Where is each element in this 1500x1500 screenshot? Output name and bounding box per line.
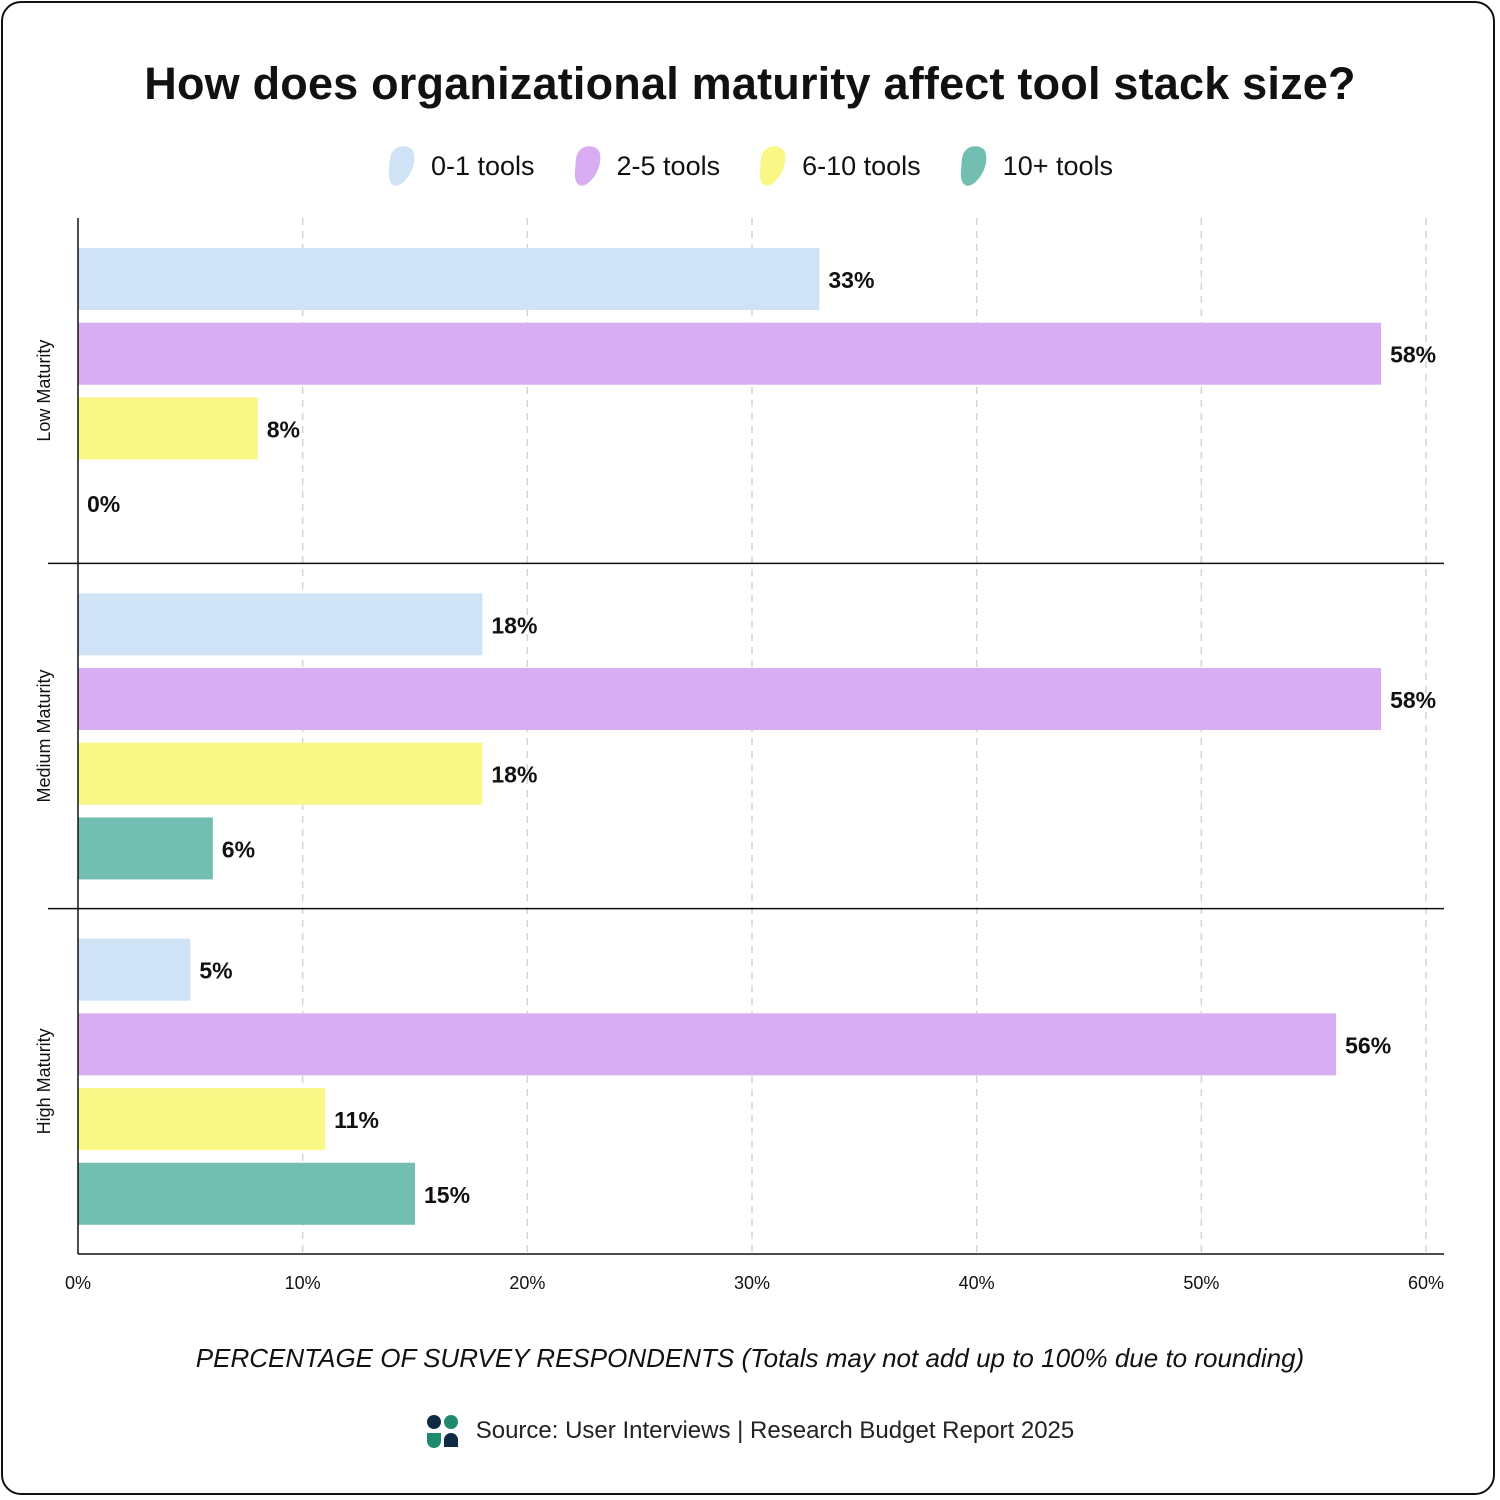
legend-swatch-0-1-tools <box>388 146 415 186</box>
legend-swatch-6-10-tools <box>759 146 786 186</box>
x-tick-label: 50% <box>1183 1273 1219 1293</box>
bar-value-label: 18% <box>491 762 537 788</box>
legend-swatch-10-plus-tools <box>960 146 987 186</box>
legend-item-6-10-tools: 6-10 tools <box>758 145 921 187</box>
bar-value-label: 18% <box>491 612 537 638</box>
legend-item-10-plus-tools: 10+ tools <box>959 145 1113 187</box>
bar-low-maturity-0-1-tools <box>78 248 820 310</box>
bar-value-label: 58% <box>1390 342 1436 368</box>
legend-label-2-5-tools: 2-5 tools <box>616 150 721 181</box>
x-axis-title-note: (Totals may not add up to 100% due to ro… <box>741 1343 1305 1373</box>
swatch-blob <box>388 146 415 186</box>
x-tick-label: 60% <box>1408 1273 1444 1293</box>
bar-high-maturity-2-5-tools <box>78 1013 1337 1076</box>
bar-medium-maturity-6-10-tools <box>78 742 483 805</box>
bar-low-maturity-6-10-tools <box>78 397 258 460</box>
bar-high-maturity-0-1-tools <box>78 938 191 1001</box>
source-line: Source: User Interviews | Research Budge… <box>0 1413 1500 1449</box>
bar-value-label: 11% <box>334 1107 379 1133</box>
x-tick-label: 10% <box>285 1273 321 1293</box>
x-tick-label: 30% <box>734 1273 770 1293</box>
bar-medium-maturity-2-5-tools <box>78 668 1382 731</box>
x-tick-label: 20% <box>509 1273 545 1293</box>
x-tick-label: 40% <box>959 1273 995 1293</box>
bar-high-maturity-10-tools <box>78 1162 415 1225</box>
x-axis-title-main: PERCENTAGE OF SURVEY RESPONDENTS <box>195 1343 735 1373</box>
legend-label-10-plus-tools: 10+ tools <box>1002 150 1114 181</box>
legend: 0-1 tools 2-5 tools 6-10 tools 10+ tools <box>0 143 1500 189</box>
swatch-blob <box>574 146 600 186</box>
user-interviews-logo-icon <box>426 1415 458 1448</box>
legend-swatch-2-5-tools <box>574 146 600 186</box>
bar-value-label: 0% <box>87 491 120 517</box>
category-label: Low Maturity <box>34 340 54 442</box>
x-tick-label: 0% <box>65 1273 91 1293</box>
bar-high-maturity-6-10-tools <box>78 1088 326 1151</box>
x-axis-title: PERCENTAGE OF SURVEY RESPONDENTS (Totals… <box>0 1343 1500 1374</box>
bar-medium-maturity-0-1-tools <box>78 593 483 656</box>
swatch-blob <box>759 146 786 186</box>
bar-value-label: 33% <box>828 267 874 293</box>
legend-item-0-1-tools: 0-1 tools <box>387 145 535 187</box>
source-text: Source: User Interviews | Research Budge… <box>475 1417 1075 1444</box>
bar-value-label: 5% <box>199 958 232 984</box>
bar-value-label: 8% <box>267 416 300 442</box>
chart-title: How does organizational maturity affect … <box>144 58 1356 109</box>
bar-value-label: 56% <box>1345 1032 1391 1058</box>
bar-low-maturity-2-5-tools <box>78 322 1382 385</box>
legend-label-6-10-tools: 6-10 tools <box>802 150 921 181</box>
category-label: Medium Maturity <box>34 669 54 802</box>
category-label: High Maturity <box>34 1028 54 1134</box>
legend-label-0-1-tools: 0-1 tools <box>430 150 535 181</box>
bar-value-label: 15% <box>424 1182 470 1208</box>
bar-value-label: 6% <box>222 836 255 862</box>
bar-value-label: 58% <box>1390 687 1436 713</box>
bar-medium-maturity-10-tools <box>78 817 213 880</box>
legend-item-2-5-tools: 2-5 tools <box>573 145 721 187</box>
swatch-blob <box>960 146 987 186</box>
